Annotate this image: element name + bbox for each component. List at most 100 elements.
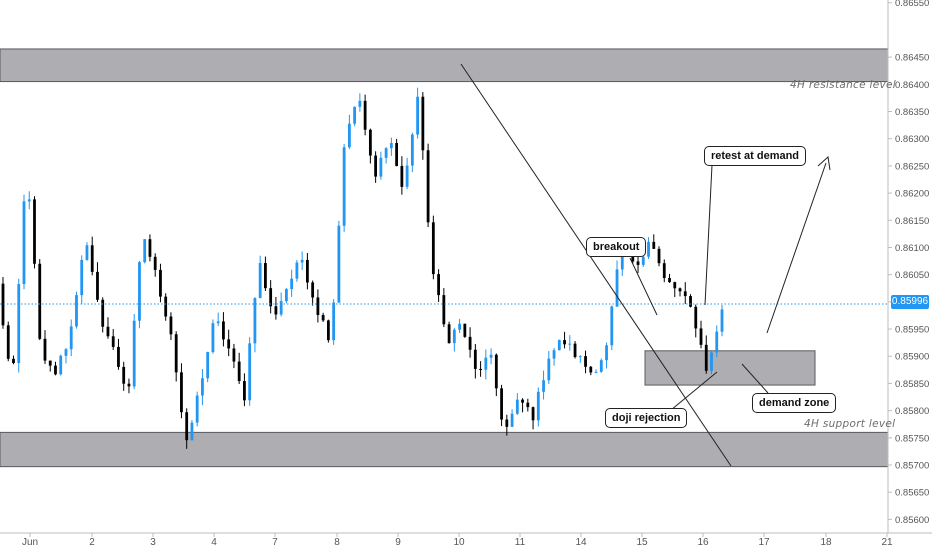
x-tick-label: 7 — [272, 537, 278, 548]
candle-body — [605, 345, 608, 361]
candle-body — [578, 356, 582, 358]
candle-body — [274, 306, 278, 315]
candle-body — [332, 302, 336, 341]
candle-body — [27, 199, 31, 202]
candle-body — [206, 352, 210, 379]
candle-body — [552, 350, 556, 359]
candle-body — [222, 321, 225, 340]
candle-body — [526, 402, 530, 408]
candle-body — [117, 346, 120, 367]
candle-body — [153, 256, 157, 270]
candle-body — [316, 297, 320, 315]
candle-body — [43, 338, 47, 361]
candle-body — [421, 96, 425, 151]
candle-body — [704, 344, 708, 371]
candle-body — [631, 256, 635, 262]
candle-body — [652, 241, 656, 249]
zone-4h-resistance-level — [0, 48, 889, 83]
x-tick-label: 4 — [211, 537, 217, 548]
candle-body — [148, 239, 152, 257]
candle-body — [127, 383, 131, 387]
candle-body — [258, 262, 262, 299]
candle-body — [237, 361, 241, 382]
candle-body — [468, 336, 472, 350]
candle-body — [311, 282, 315, 298]
candle-body — [531, 407, 535, 421]
candle-body — [38, 263, 42, 339]
candle-body — [647, 241, 650, 257]
candle-body — [122, 366, 126, 384]
candle-body — [326, 320, 330, 341]
y-tick-label: 0.85700 — [895, 461, 929, 472]
candle-body — [683, 291, 687, 297]
candle-body — [253, 298, 257, 344]
candle-body — [337, 225, 341, 303]
candle-body — [662, 263, 666, 279]
candle-body — [400, 165, 404, 187]
descending-trendline — [460, 63, 732, 467]
candle-body — [452, 329, 456, 344]
candle-body — [363, 100, 367, 130]
candle-body — [657, 248, 661, 264]
x-tick-label: 9 — [395, 537, 401, 548]
candle-body — [190, 422, 194, 441]
candle-body — [505, 419, 509, 427]
candle-body — [720, 309, 724, 332]
candle-body — [101, 299, 105, 327]
candle-body — [201, 378, 204, 396]
candle-body — [710, 352, 713, 371]
x-tick-label: 2 — [89, 537, 95, 548]
candle-body — [33, 199, 36, 264]
candle-body — [300, 259, 304, 263]
candle-body — [594, 371, 598, 373]
y-tick-label: 0.86050 — [895, 270, 929, 281]
candle-body — [557, 340, 561, 351]
support-zone-label: 4H support level — [804, 418, 896, 430]
retest-annotation[interactable]: retest at demand — [704, 146, 807, 166]
y-tick-label: 0.85950 — [895, 325, 929, 336]
zones-layer — [0, 48, 889, 468]
candle-body — [584, 356, 587, 367]
candle-body — [358, 100, 362, 107]
y-tick-label: 0.85800 — [895, 406, 929, 417]
y-tick-label: 0.85900 — [895, 352, 929, 363]
doji-rejection-annotation[interactable]: doji rejection — [605, 408, 688, 428]
y-tick-label: 0.86100 — [895, 243, 929, 254]
candle-body — [563, 340, 566, 345]
candle-body — [416, 96, 420, 135]
breakout-annotation[interactable]: breakout — [586, 237, 647, 257]
x-tick-label: 17 — [758, 537, 770, 548]
candle-body — [521, 399, 524, 403]
candle-body — [395, 143, 399, 166]
candle-body — [668, 278, 671, 283]
y-tick-label: 0.86350 — [895, 107, 929, 118]
x-tick-label: 16 — [697, 537, 709, 548]
candle-body — [216, 321, 220, 324]
x-tick-label: 18 — [820, 537, 832, 548]
demand-zone-annotation[interactable]: demand zone — [752, 393, 837, 413]
breakout-connector — [629, 257, 658, 316]
candle-body — [510, 413, 514, 427]
candle-body — [689, 296, 692, 307]
candle-body — [673, 282, 677, 289]
candle-body — [484, 357, 488, 370]
candle-body — [1, 283, 5, 326]
projection-arrow-head — [817, 156, 831, 171]
candle-body — [489, 354, 493, 358]
candle-body — [90, 245, 94, 272]
candle-body — [410, 134, 414, 166]
candle-body — [48, 360, 52, 366]
x-tick-label: 21 — [881, 537, 893, 548]
y-tick-label: 0.86150 — [895, 216, 929, 227]
y-tick-label: 0.85850 — [895, 379, 929, 390]
y-tick-label: 0.85650 — [895, 488, 929, 499]
candle-body — [305, 259, 309, 283]
candle-body — [573, 343, 577, 358]
candles-layer — [1, 87, 724, 449]
candle-body — [494, 354, 498, 389]
x-tick-label: 15 — [636, 537, 648, 548]
candle-body — [174, 334, 178, 373]
y-tick-label: 0.86450 — [895, 53, 929, 64]
